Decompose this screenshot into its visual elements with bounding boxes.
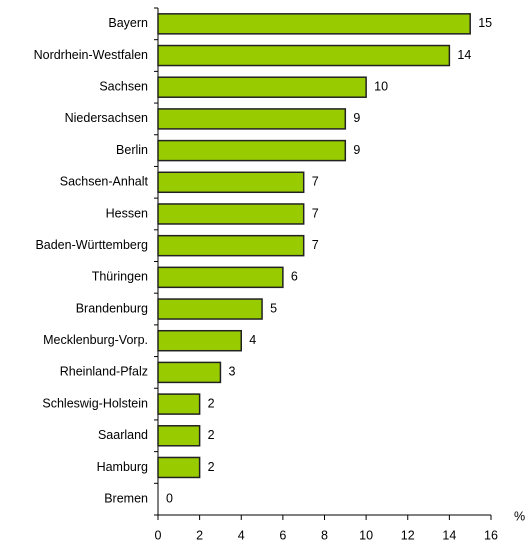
bar — [157, 393, 201, 415]
y-tick-label: Nordrhein-Westfalen — [34, 48, 148, 62]
data-label: 7 — [312, 175, 319, 189]
data-label: 5 — [270, 301, 277, 315]
data-label: 7 — [312, 238, 319, 252]
bar — [157, 13, 471, 35]
data-label: 4 — [249, 333, 256, 347]
bar — [157, 44, 451, 67]
x-tick-label: 14 — [442, 528, 456, 542]
y-tick-label: Niedersachsen — [65, 111, 148, 125]
x-tick-label: 2 — [196, 528, 203, 542]
bar — [157, 298, 263, 320]
data-label: 2 — [208, 460, 215, 474]
data-label: 9 — [353, 143, 360, 157]
y-tick-label: Hessen — [106, 206, 148, 220]
bar — [157, 76, 367, 98]
bar — [157, 108, 347, 130]
bar — [157, 139, 347, 162]
data-label: 6 — [291, 270, 298, 284]
data-label: 9 — [353, 111, 360, 125]
y-tick-label: Schleswig-Holstein — [42, 396, 148, 410]
x-tick-label: 8 — [321, 528, 328, 542]
x-tick-label: 16 — [484, 528, 498, 542]
bar — [157, 425, 201, 447]
data-label: 7 — [312, 206, 319, 220]
bar — [157, 171, 305, 194]
y-tick-label: Saarland — [98, 428, 148, 442]
y-tick-label: Bayern — [108, 16, 148, 30]
bar — [157, 456, 201, 479]
y-tick-label: Brandenburg — [76, 301, 148, 315]
x-tick-label: 10 — [359, 528, 373, 542]
x-tick-label: 12 — [401, 528, 415, 542]
bar — [157, 361, 222, 384]
data-label: 2 — [208, 428, 215, 442]
data-label: 15 — [478, 16, 492, 30]
data-label: 10 — [374, 80, 388, 94]
bar — [157, 329, 242, 352]
x-tick-label: 0 — [155, 528, 162, 542]
y-tick-label: Berlin — [116, 143, 148, 157]
data-label: 14 — [457, 48, 471, 62]
y-tick-label: Bremen — [104, 491, 148, 505]
y-tick-label: Sachsen — [99, 80, 148, 94]
y-tick-label: Mecklenburg-Vorp. — [43, 333, 148, 347]
y-tick-label: Baden-Württemberg — [35, 238, 148, 252]
bar — [157, 203, 305, 225]
x-tick-label: 4 — [238, 528, 245, 542]
x-tick-label: 6 — [279, 528, 286, 542]
y-tick-label: Rheinland-Pfalz — [60, 365, 148, 379]
data-label: 0 — [166, 491, 173, 505]
bar — [157, 234, 305, 257]
data-label: 2 — [208, 396, 215, 410]
data-label: 3 — [228, 365, 235, 379]
bar — [157, 266, 284, 289]
y-tick-label: Sachsen-Anhalt — [60, 175, 149, 189]
y-tick-label: Hamburg — [97, 460, 148, 474]
y-tick-label: Thüringen — [92, 270, 148, 284]
x-axis-label: % — [514, 509, 525, 523]
